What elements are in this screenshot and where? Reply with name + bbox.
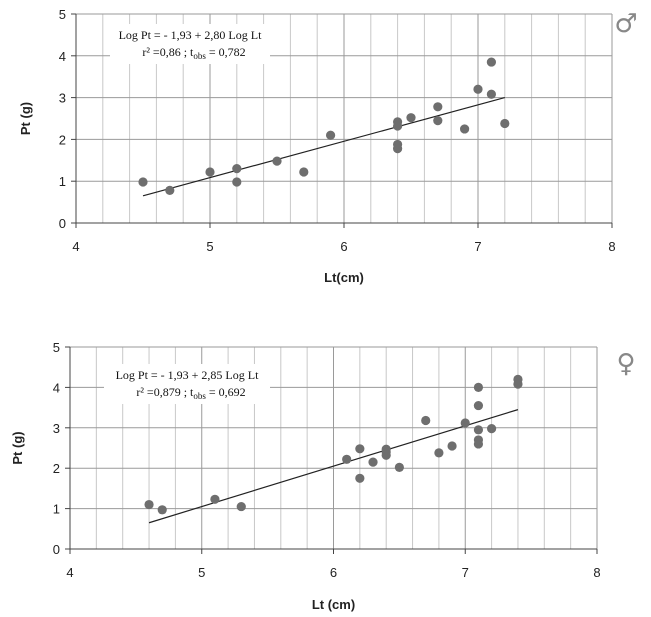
data-point [299, 167, 309, 177]
data-point [165, 185, 175, 195]
data-point [406, 113, 416, 123]
data-point [381, 450, 391, 460]
x-tick-label: 4 [72, 239, 79, 254]
data-point [393, 143, 403, 154]
data-point [447, 441, 457, 451]
data-point [210, 494, 220, 504]
male-symbol-icon: ♂ [614, 9, 637, 39]
data-point [421, 415, 431, 426]
equation-line-1: Log Pt = - 1,93 + 2,80 Log Lt [119, 28, 263, 42]
y-axis-label: Pt (g) [10, 431, 25, 464]
y-tick-label: 5 [59, 7, 66, 22]
equation-stats: r² =0,879 ; t [136, 385, 194, 399]
y-tick-label: 2 [59, 132, 66, 147]
data-point [157, 505, 167, 515]
y-axis-label: Pt (g) [18, 102, 33, 135]
data-point [473, 425, 484, 435]
chart-male: 0 1 2 3 4 5 4 5 6 7 8 Lt(cm) Pt (g) Log Pt = - 1,93 +… [18, 7, 638, 285]
data-point [355, 444, 365, 454]
data-point [513, 379, 523, 389]
data-point [486, 89, 496, 99]
equation-value: = 0,692 [206, 385, 246, 399]
x-tick-label: 5 [206, 239, 213, 254]
data-point [368, 457, 378, 467]
data-point [473, 382, 484, 392]
equation-line-2: r² =0,879 ; tobs = 0,692 [136, 385, 245, 401]
data-point [460, 124, 470, 134]
y-tick-label: 1 [53, 502, 60, 517]
equation-subscript: obs [193, 51, 206, 61]
data-point [433, 102, 443, 112]
data-point [487, 424, 497, 434]
trendline [148, 409, 519, 524]
data-point [205, 167, 215, 177]
data-point [473, 439, 484, 449]
y-tick-label: 3 [53, 421, 60, 436]
x-tick-label: 8 [593, 565, 600, 580]
data-point [393, 121, 403, 131]
data-point [473, 400, 484, 411]
data-point [473, 84, 483, 94]
chart-female: 0 1 2 3 4 5 4 5 6 7 8 Lt (cm) Pt (g) Log Pt = - 1,93 … [10, 340, 636, 612]
data-point [144, 499, 154, 510]
equation-box [104, 364, 270, 404]
x-tick-label: 6 [330, 565, 337, 580]
y-tick-label: 4 [59, 49, 66, 64]
trendline [142, 97, 505, 197]
y-tick-label: 1 [59, 174, 66, 189]
data-point [433, 115, 443, 126]
data-point [232, 164, 242, 174]
equation-box [110, 24, 270, 64]
y-tick-label: 3 [59, 91, 66, 106]
y-tick-label: 0 [53, 542, 60, 557]
data-point [500, 118, 510, 129]
x-tick-label: 8 [608, 239, 615, 254]
data-point [460, 418, 470, 428]
equation-line-1: Log Pt = - 1,93 + 2,85 Log Lt [116, 368, 260, 382]
y-tick-label: 2 [53, 461, 60, 476]
y-tick-label: 0 [59, 216, 66, 231]
female-symbol-icon: ♀ [616, 349, 635, 379]
data-point [434, 448, 444, 458]
data-point [394, 462, 404, 472]
x-axis-label: Lt (cm) [312, 597, 355, 612]
equation-value: = 0,782 [206, 45, 246, 59]
data-point [355, 473, 365, 483]
y-tick-label: 4 [53, 380, 60, 395]
data-point [272, 156, 282, 166]
data-point [236, 501, 246, 512]
data-point [326, 130, 336, 140]
x-tick-label: 7 [462, 565, 469, 580]
data-point [138, 177, 148, 187]
equation-stats: r² =0,86 ; t [142, 45, 194, 59]
x-tick-label: 7 [474, 239, 481, 254]
x-tick-label: 4 [66, 565, 73, 580]
x-axis-label: Lt(cm) [324, 270, 364, 285]
data-point [342, 454, 352, 464]
data-point [486, 57, 496, 67]
data-point [232, 177, 242, 187]
equation-subscript: obs [193, 391, 206, 401]
equation-line-2: r² =0,86 ; tobs = 0,782 [142, 45, 245, 61]
x-tick-label: 5 [198, 565, 205, 580]
x-tick-label: 6 [340, 239, 347, 254]
y-tick-label: 5 [53, 340, 60, 355]
